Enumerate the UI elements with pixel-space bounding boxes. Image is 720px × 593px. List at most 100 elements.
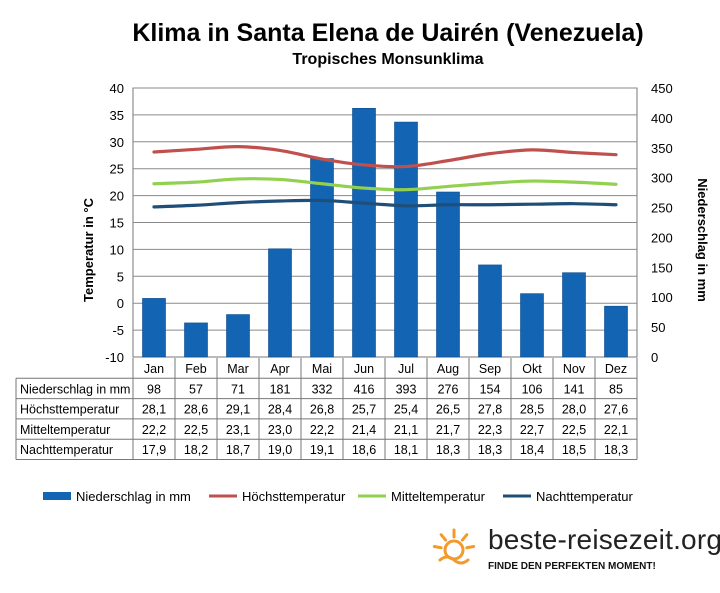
right-tick-label: 100	[651, 290, 673, 305]
gridlines	[133, 87, 637, 331]
precip-bar	[268, 248, 292, 358]
table-cell: 28,4	[268, 403, 292, 417]
legend-label: Mitteltemperatur	[391, 489, 486, 504]
precip-bar	[394, 121, 418, 358]
precip-bar	[184, 322, 208, 358]
precip-bar	[436, 191, 460, 358]
table-cell: 332	[312, 382, 333, 396]
table-cell: 22,3	[478, 423, 502, 437]
table-cell: 21,4	[352, 423, 376, 437]
legend: Niederschlag in mm Höchsttemperatur Mittel…	[43, 489, 633, 504]
table-cell: 98	[147, 382, 161, 396]
table-cell: 27,8	[478, 403, 502, 417]
data-table: Jan Feb Mar Apr Mai Jun Jul Aug Sep Okt Nov Dez Nied…	[15, 358, 638, 460]
table-cell: 18,3	[478, 443, 502, 457]
table-cell: 18,3	[436, 443, 460, 457]
table-cell: 276	[438, 382, 459, 396]
table-cell: 18,1	[394, 443, 418, 457]
precip-bar	[562, 272, 586, 358]
left-tick-label: -10	[105, 350, 124, 365]
table-cell: 141	[564, 382, 585, 396]
table-cell: 22,5	[184, 423, 208, 437]
table-cell: 19,0	[268, 443, 292, 457]
precip-bar	[604, 305, 628, 358]
sun-icon	[432, 528, 476, 565]
legend-label: Höchsttemperatur	[242, 489, 346, 504]
table-cell: 27,6	[604, 403, 628, 417]
legend-label: Nachttemperatur	[536, 489, 633, 504]
line-mean	[152, 177, 618, 192]
left-tick-label: 0	[117, 296, 124, 311]
precip-bar	[310, 158, 334, 358]
table-row-label: Nachttemperatur	[20, 443, 113, 457]
category-label: Feb	[185, 362, 207, 376]
table-cell: 17,9	[142, 443, 166, 457]
table-cell: 71	[231, 382, 245, 396]
chart-subtitle: Tropisches Monsunklima	[292, 51, 483, 68]
table-cell: 22,2	[142, 423, 166, 437]
sun-ray	[432, 545, 443, 550]
left-tick-label: 40	[110, 81, 124, 96]
right-tick-label: 450	[651, 81, 673, 96]
category-label: Apr	[270, 362, 289, 376]
table-cell: 22,1	[604, 423, 628, 437]
chart-title: Klima in Santa Elena de Uairén (Venezuel…	[132, 19, 643, 47]
table-cell: 28,1	[142, 403, 166, 417]
category-label: Jul	[398, 362, 414, 376]
table-cell: 18,5	[562, 443, 586, 457]
brand-logo: beste-reisezeit.org FINDE DEN PERFEKTEN …	[428, 520, 720, 590]
left-tick-label: 10	[110, 242, 124, 257]
table-cell: 25,4	[394, 403, 418, 417]
precip-bar	[478, 264, 502, 358]
category-label: Jan	[144, 362, 164, 376]
right-tick-label: 400	[651, 111, 673, 126]
category-label: Okt	[522, 362, 542, 376]
table-cell: 57	[189, 382, 203, 396]
table-cell: 18,6	[352, 443, 376, 457]
table-cell: 181	[270, 382, 291, 396]
table-cell: 18,7	[226, 443, 250, 457]
table-cell: 18,4	[520, 443, 544, 457]
table-cell: 22,7	[520, 423, 544, 437]
table-cell: 106	[522, 382, 543, 396]
right-tick-label: 50	[651, 320, 665, 335]
category-label: Sep	[479, 362, 501, 376]
right-tick-label: 150	[651, 260, 673, 275]
category-label: Mai	[312, 362, 332, 376]
brand-tagline: FINDE DEN PERFEKTEN MOMENT!	[488, 561, 656, 572]
sun-ray	[439, 533, 448, 542]
table-cell: 23,1	[226, 423, 250, 437]
left-tick-label: 25	[110, 162, 124, 177]
table-cell: 28,0	[562, 403, 586, 417]
right-tick-label: 200	[651, 230, 673, 245]
sun-ray	[465, 545, 476, 550]
precipitation-bars	[142, 108, 628, 358]
table-cell: 26,8	[310, 403, 334, 417]
line-night	[152, 198, 618, 209]
precip-bar	[226, 314, 250, 358]
table-cell: 416	[354, 382, 375, 396]
sun-wave	[438, 555, 470, 565]
left-tick-label: 30	[110, 135, 124, 150]
table-cell: 154	[480, 382, 501, 396]
left-axis-title: Temperatur in °C	[81, 197, 96, 302]
category-label: Nov	[563, 362, 586, 376]
precip-bar	[520, 293, 544, 358]
left-axis-ticks: -10 -5 0 5 10 15 20 25 30 35 40	[105, 81, 124, 365]
table-row-label: Niederschlag in mm	[20, 382, 130, 396]
sun-rays	[432, 528, 476, 550]
table-cell: 28,6	[184, 403, 208, 417]
brand-name: beste-reisezeit.org	[488, 524, 720, 555]
table-cell: 28,5	[520, 403, 544, 417]
line-high	[152, 145, 618, 169]
table-cell: 22,5	[562, 423, 586, 437]
table-row-label: Mitteltemperatur	[20, 423, 110, 437]
left-tick-label: 15	[110, 216, 124, 231]
right-tick-label: 0	[651, 350, 658, 365]
sun-ray	[460, 533, 469, 542]
table-cell: 25,7	[352, 403, 376, 417]
precip-bar	[352, 108, 376, 358]
left-tick-label: 5	[117, 269, 124, 284]
table-cell: 19,1	[310, 443, 334, 457]
